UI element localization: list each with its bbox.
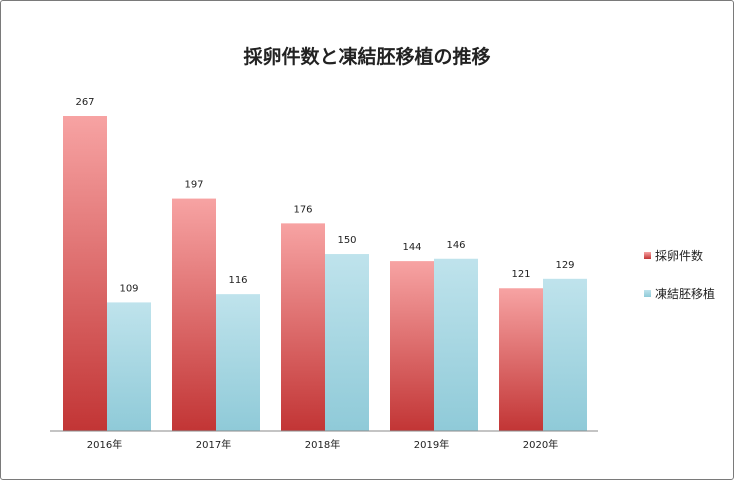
bar-series-2-2018年 xyxy=(325,254,369,431)
bar-series-2-2019年 xyxy=(434,258,478,431)
x-tick-label-2020年: 2020年 xyxy=(523,438,558,451)
data-label-series-2-2016年: 109 xyxy=(119,283,138,294)
data-label-series-2-2019年: 146 xyxy=(446,240,465,251)
data-label-series-1-2016年: 267 xyxy=(75,97,94,108)
data-label-series-1-2019年: 144 xyxy=(402,242,421,253)
x-tick-label-2019年: 2019年 xyxy=(414,438,449,451)
bar-series-1-2018年 xyxy=(281,223,325,431)
bar-series-2-2016年 xyxy=(107,302,151,431)
legend-swatch-series-2 xyxy=(644,290,651,297)
bar-series-1-2020年 xyxy=(499,288,543,431)
bar-series-2-2020年 xyxy=(543,278,587,431)
chart-title: 採卵件数と凍結胚移植の推移 xyxy=(243,46,491,68)
legend-item-series-1: 採卵件数 xyxy=(644,247,703,264)
x-tick-label-2018年: 2018年 xyxy=(305,438,340,451)
legend-item-series-2: 凍結胚移植 xyxy=(644,285,715,302)
x-tick-label-2016年: 2016年 xyxy=(87,438,122,451)
data-label-series-1-2017年: 197 xyxy=(184,180,203,191)
bar-series-1-2019年 xyxy=(390,261,434,431)
legend-label-series-2: 凍結胚移植 xyxy=(655,287,716,301)
data-label-series-1-2018年: 176 xyxy=(293,204,312,215)
x-tick-label-2017年: 2017年 xyxy=(196,438,231,451)
data-label-series-2-2017年: 116 xyxy=(228,275,247,286)
legend-label-series-1: 採卵件数 xyxy=(655,249,704,263)
data-label-series-2-2020年: 129 xyxy=(555,260,574,271)
legend-swatch-series-1 xyxy=(644,252,651,259)
data-label-series-1-2020年: 121 xyxy=(511,269,530,280)
data-label-series-2-2018年: 150 xyxy=(337,235,356,246)
bar-series-1-2016年 xyxy=(63,116,107,431)
bar-series-1-2017年 xyxy=(172,198,216,431)
bar-series-2-2017年 xyxy=(216,294,260,431)
